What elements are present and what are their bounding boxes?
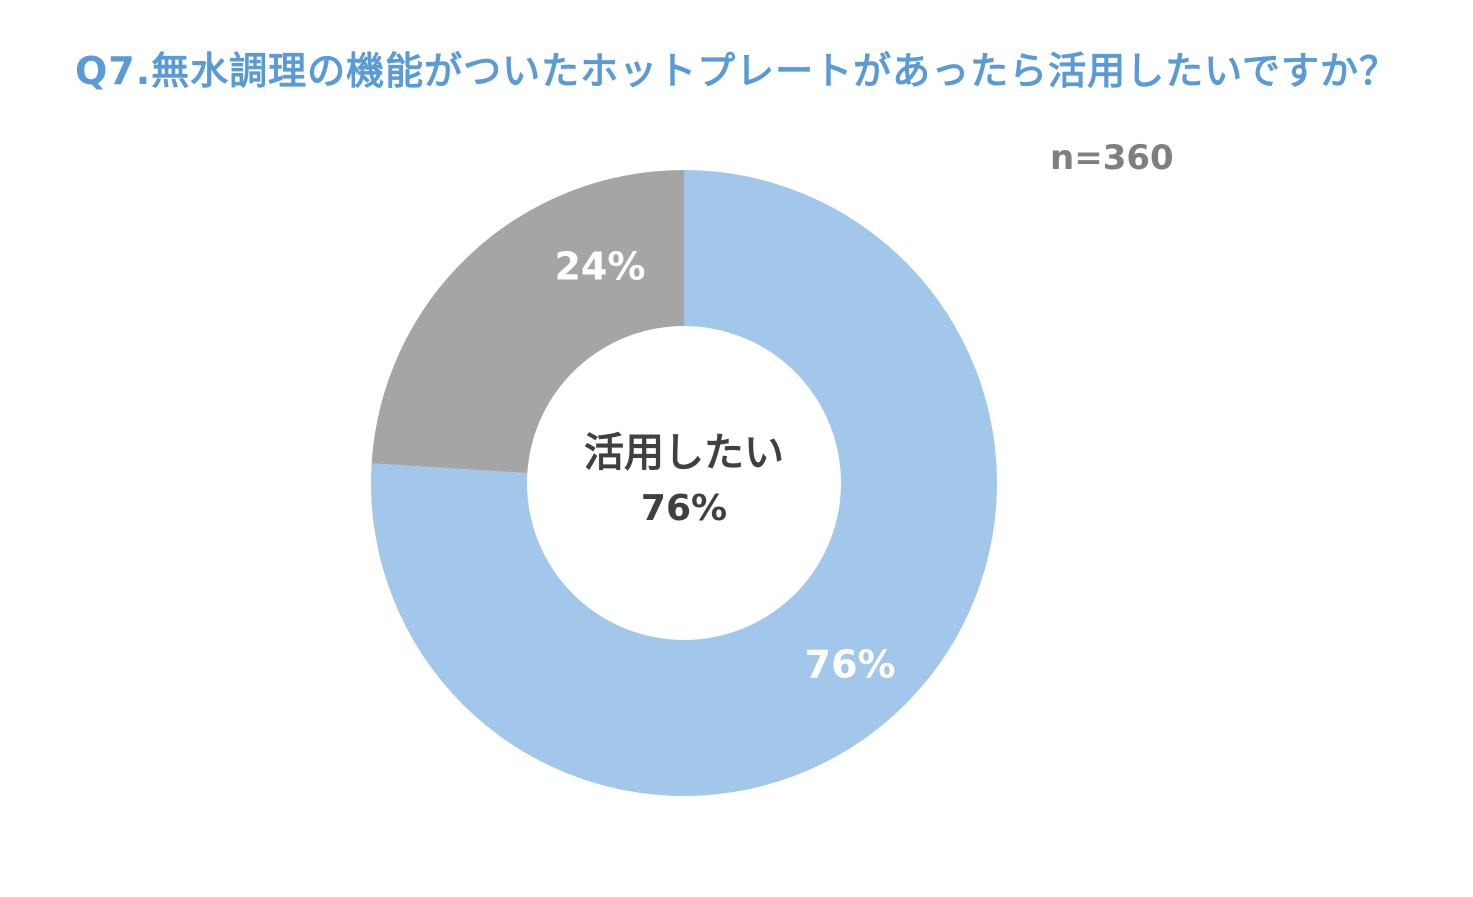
slice-data-label-2: 24% <box>554 244 645 288</box>
donut-slice-1 <box>371 170 998 796</box>
center-value: 76% <box>640 488 728 529</box>
chart-title: Q7.無水調理の機能がついたホットプレートがあったら活用したいですか？ <box>74 49 1399 93</box>
center-label: 活用したい <box>584 430 784 476</box>
donut-slice-2 <box>371 170 684 474</box>
slice-data-label-1: 76% <box>805 643 896 687</box>
sample-size-note: n=360 <box>1050 138 1174 178</box>
